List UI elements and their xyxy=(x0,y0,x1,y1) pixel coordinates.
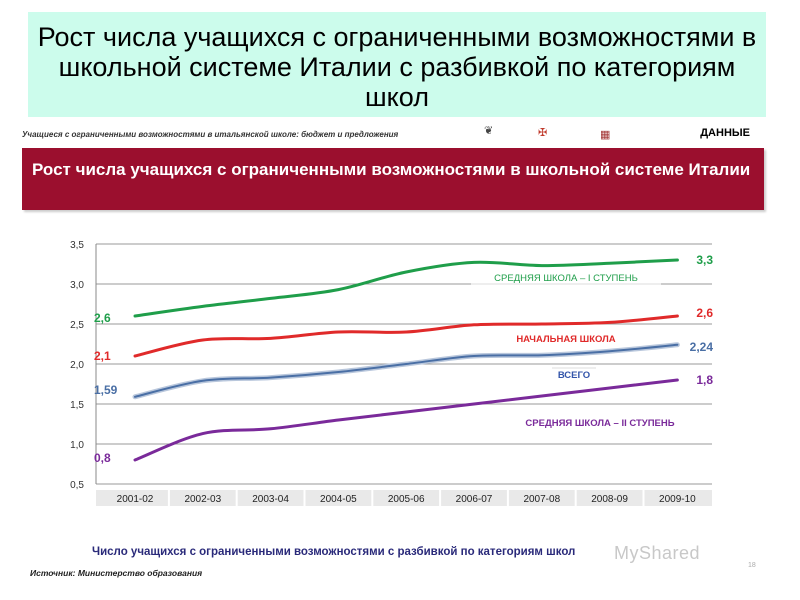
page-number: 18 xyxy=(748,562,756,569)
x-tick-label: 2006-07 xyxy=(456,494,493,505)
y-tick-label: 3,0 xyxy=(70,280,84,291)
x-tick-label: 2007-08 xyxy=(523,494,560,505)
chart-title-band: Рост числа учащихся с ограниченными возм… xyxy=(22,148,764,210)
caritas-icon: ✠ xyxy=(538,127,548,139)
start-value-label: 2,1 xyxy=(94,349,111,363)
series-line xyxy=(133,258,679,318)
caritas-logo: ✠ xyxy=(538,126,547,142)
series-annotation: НАЧАЛЬНАЯ ШКОЛА xyxy=(516,334,615,345)
series-annotation: СРЕДНЯЯ ШКОЛА – II СТУПЕНЬ xyxy=(525,418,674,429)
y-tick-label: 3,5 xyxy=(70,240,84,251)
x-tick-label: 2009-10 xyxy=(659,494,696,505)
x-tick-label: 2001-02 xyxy=(117,494,154,505)
end-value-label: 3,3 xyxy=(696,253,713,267)
fondazione-icon: ❦ xyxy=(484,125,494,137)
section-label: ДАННЫЕ xyxy=(700,127,750,139)
x-tick-label: 2008-09 xyxy=(591,494,628,505)
series-line xyxy=(134,343,679,398)
start-value-label: 1,59 xyxy=(94,383,118,397)
y-tick-label: 1,5 xyxy=(70,400,84,411)
series-line xyxy=(133,378,679,462)
start-value-label: 0,8 xyxy=(94,451,111,465)
chart-caption: Число учащихся с ограниченными возможнос… xyxy=(92,546,576,558)
page-title: Рост числа учащихся с ограниченными возм… xyxy=(37,22,757,112)
watermark: MyShared xyxy=(614,543,701,563)
y-tick-label: 0,5 xyxy=(70,480,84,491)
x-tick-label: 2005-06 xyxy=(388,494,425,505)
series-line xyxy=(133,314,679,358)
fondazione-logo: ❦ xyxy=(484,124,493,140)
y-tick-label: 2,0 xyxy=(70,360,84,371)
y-tick-label: 1,0 xyxy=(70,440,84,451)
end-value-label: 2,6 xyxy=(696,306,713,320)
x-axis-band xyxy=(96,490,712,506)
x-tick-label: 2003-04 xyxy=(252,494,289,505)
end-value-label: 1,8 xyxy=(696,373,713,387)
source-document-label: Учащиеся с ограниченными возможностями в… xyxy=(22,130,399,139)
series-annotation: ВСЕГО xyxy=(558,370,590,381)
x-tick-label: 2004-05 xyxy=(320,494,357,505)
chart-title: Рост числа учащихся с ограниченными возм… xyxy=(32,160,751,179)
x-tick-label: 2002-03 xyxy=(184,494,221,505)
y-tick-label: 2,5 xyxy=(70,320,84,331)
start-value-label: 2,6 xyxy=(94,311,111,325)
treellle-icon: ▦ xyxy=(600,129,611,141)
treellle-logo: ▦ xyxy=(600,128,610,144)
title-box: Рост числа учащихся с ограниченными возм… xyxy=(28,12,766,117)
source-note: Источник: Министерство образования xyxy=(30,568,203,578)
series-annotation: СРЕДНЯЯ ШКОЛА – I СТУПЕНЬ xyxy=(494,273,638,284)
end-value-label: 2,24 xyxy=(690,340,714,354)
